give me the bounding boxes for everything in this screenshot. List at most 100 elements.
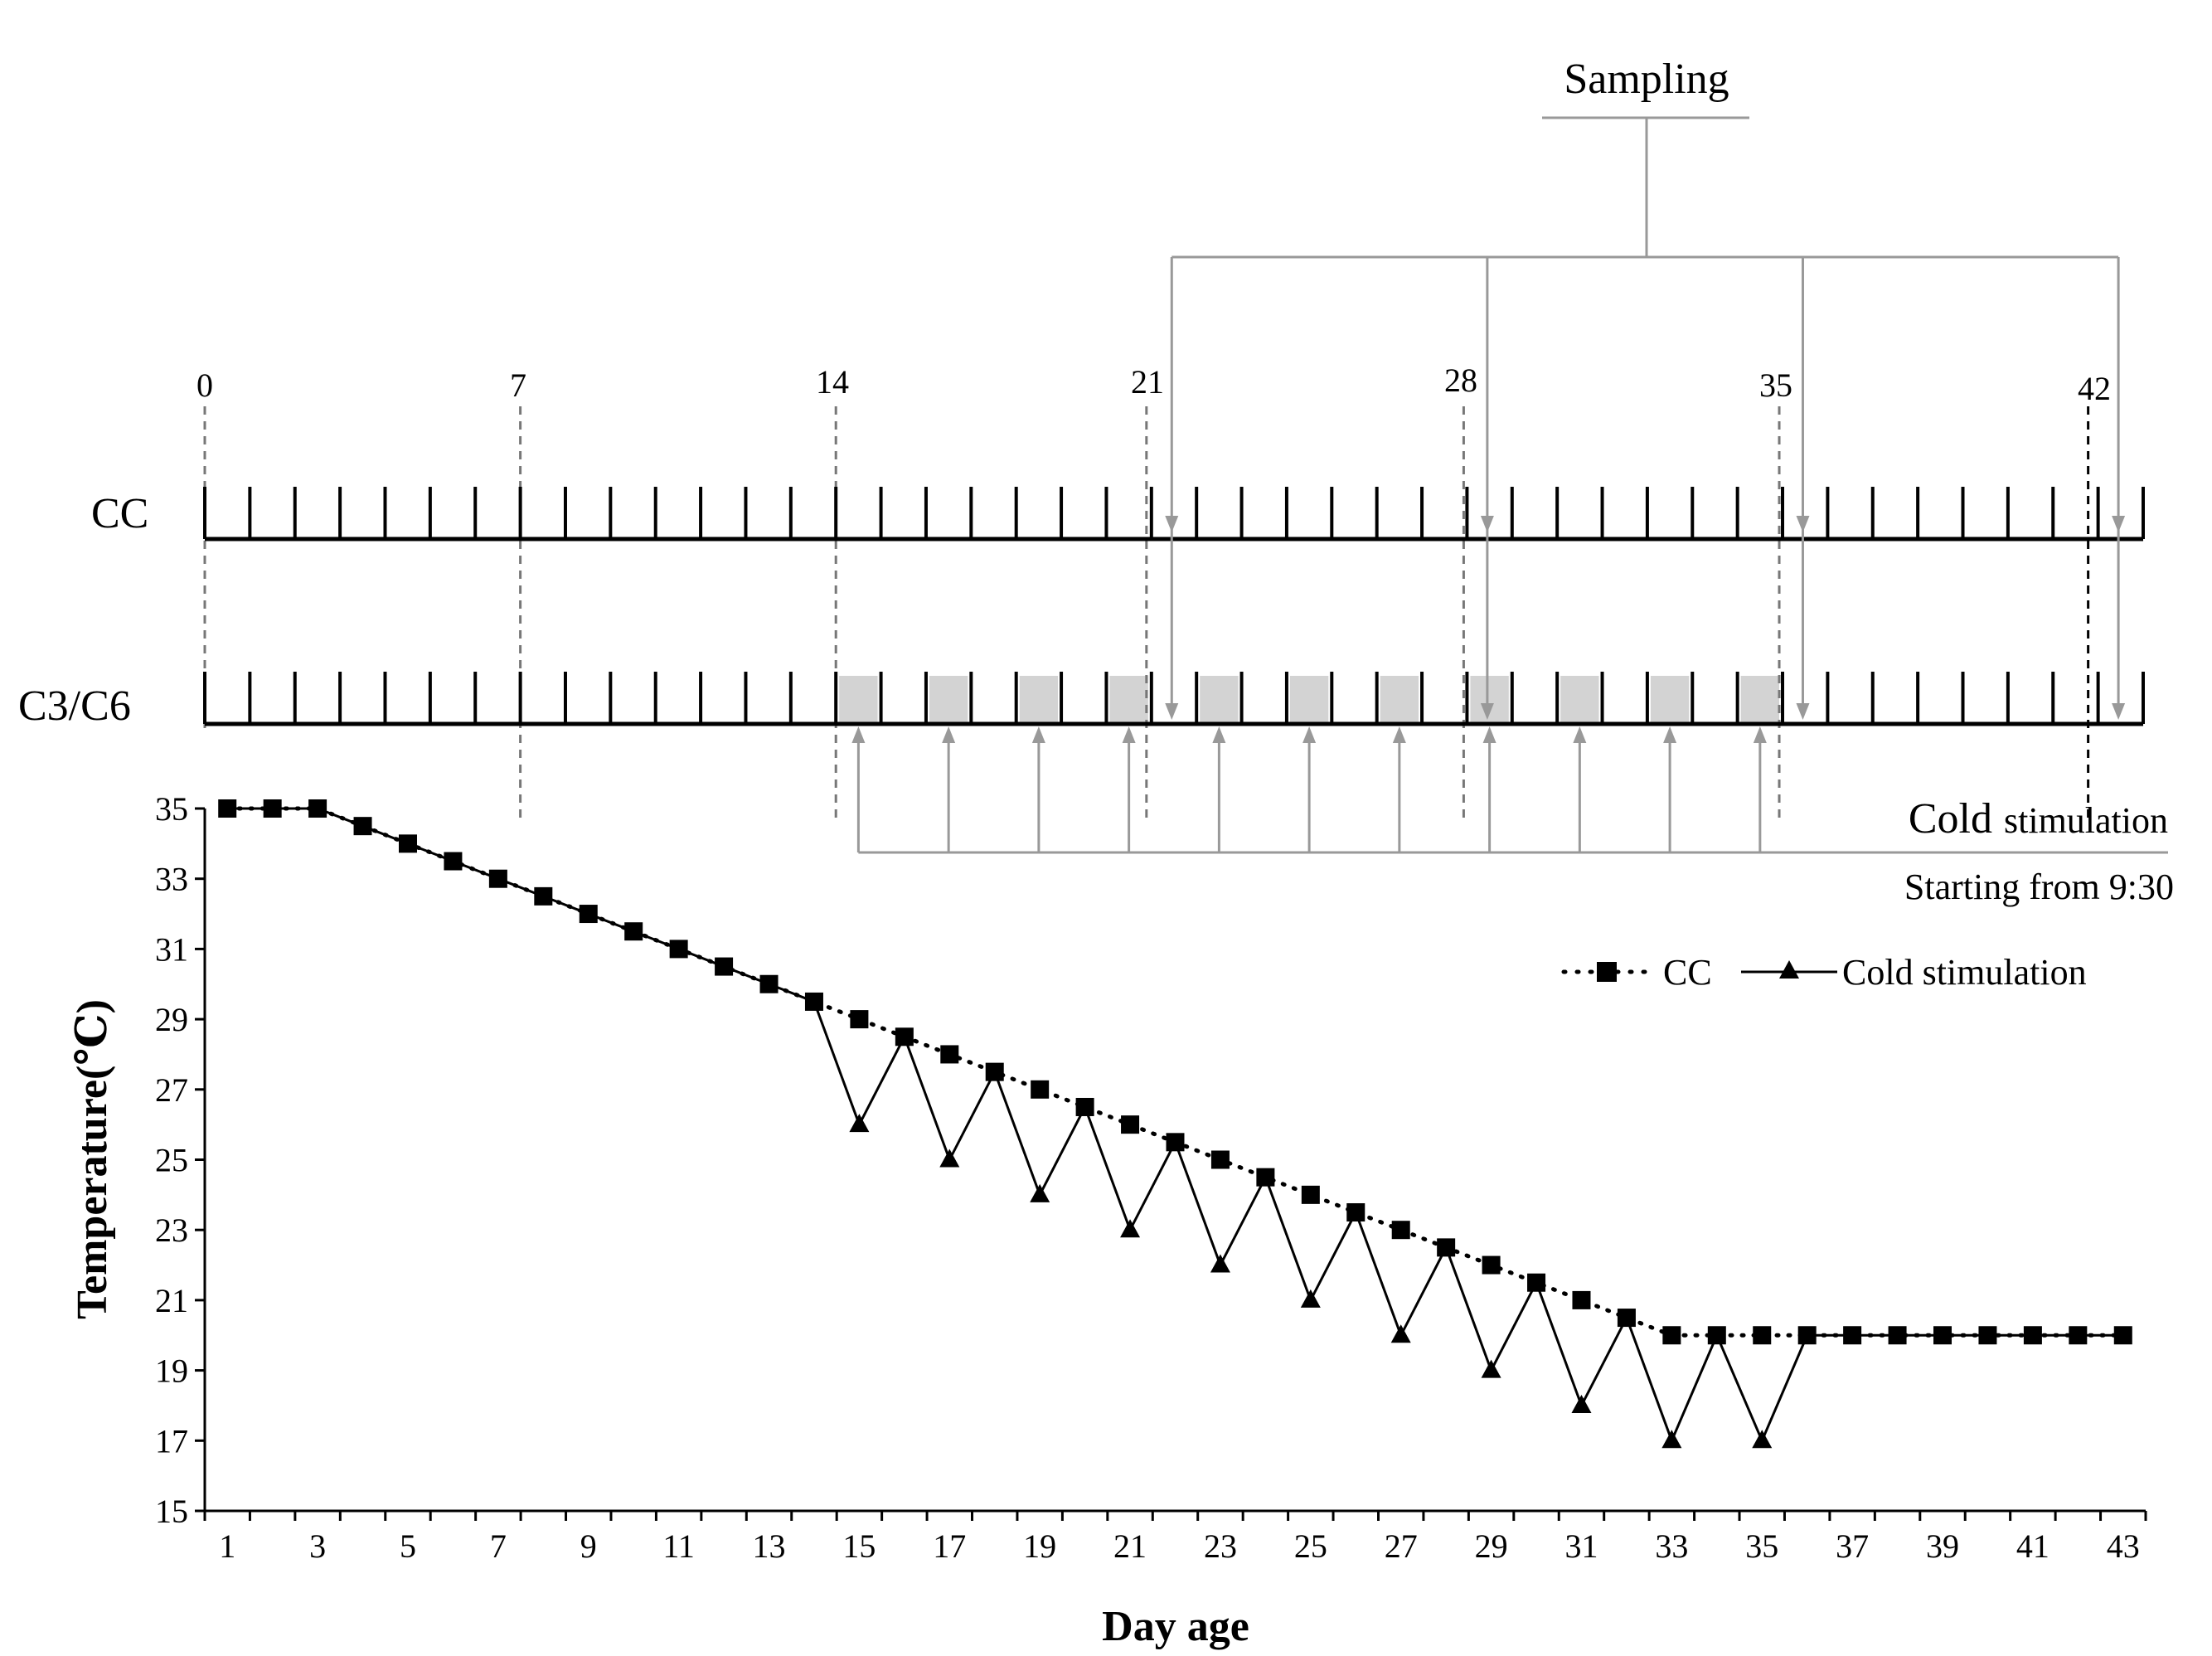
cold-stimulation-label: Cold stimulation bbox=[1909, 795, 2168, 843]
x-tick-label: 21 bbox=[1113, 1527, 1147, 1565]
data-point-cc bbox=[1753, 1326, 1772, 1345]
cold-label-rest: stimulation bbox=[2004, 800, 2168, 841]
cold-arrowhead bbox=[1302, 726, 1317, 743]
y-tick-label: 27 bbox=[155, 1071, 188, 1109]
y-tick-label: 29 bbox=[155, 1001, 188, 1038]
data-point-cc bbox=[1031, 1080, 1050, 1099]
x-tick-label: 37 bbox=[1836, 1527, 1869, 1565]
cold-arrowhead bbox=[1212, 726, 1226, 743]
data-point-cold-stimulation bbox=[1120, 1219, 1141, 1238]
data-point-cold-stimulation bbox=[1390, 1324, 1411, 1343]
series-line-cold-stimulation bbox=[227, 807, 2123, 1445]
cold-window bbox=[1560, 676, 1599, 724]
x-tick-label: 23 bbox=[1204, 1527, 1237, 1565]
x-tick-label: 5 bbox=[400, 1527, 416, 1565]
timeline-marker-labels: 0 7 14 21 28 35 42 bbox=[196, 362, 2111, 407]
x-tick-label: 31 bbox=[1564, 1527, 1598, 1565]
y-tick-label: 31 bbox=[155, 930, 188, 968]
timeline-marker-label: 14 bbox=[816, 363, 849, 401]
y-tick-label: 23 bbox=[155, 1212, 188, 1249]
timeline-marker-label: 0 bbox=[196, 367, 213, 404]
cold-arrowhead bbox=[942, 726, 956, 743]
x-tick-label: 43 bbox=[2107, 1527, 2140, 1565]
data-point-cold-stimulation bbox=[1300, 1289, 1321, 1308]
x-tick-label: 9 bbox=[580, 1527, 597, 1565]
timeline-dynamic bbox=[203, 255, 2168, 854]
y-tick-label: 17 bbox=[155, 1422, 188, 1459]
legend: CC Cold stimulation bbox=[1561, 952, 2087, 993]
cold-window bbox=[1109, 676, 1148, 724]
cold-arrowhead bbox=[1663, 726, 1677, 743]
cold-window bbox=[1650, 676, 1690, 724]
data-point-cc bbox=[1572, 1290, 1591, 1309]
cold-arrowhead bbox=[1573, 726, 1587, 743]
sampling-arrowhead-cc bbox=[1480, 516, 1494, 532]
timeline-marker-label: 21 bbox=[1131, 363, 1164, 401]
x-tick-label: 13 bbox=[753, 1527, 786, 1565]
data-point-cc bbox=[1210, 1150, 1230, 1169]
sampling-arrowhead-cold bbox=[1796, 703, 1810, 720]
legend-cold-marker bbox=[1779, 960, 1799, 979]
cold-window bbox=[1289, 676, 1329, 724]
cold-window bbox=[1380, 676, 1419, 724]
cold-window bbox=[1470, 676, 1509, 724]
data-point-cold-stimulation bbox=[1481, 1359, 1501, 1378]
data-point-cold-stimulation bbox=[1752, 1430, 1773, 1449]
x-tick-label: 17 bbox=[933, 1527, 966, 1565]
x-tick-label: 1 bbox=[219, 1527, 235, 1565]
cold-window bbox=[1200, 676, 1239, 724]
y-tick-label: 15 bbox=[155, 1493, 188, 1530]
data-point-cc bbox=[1391, 1221, 1410, 1240]
data-point-cold-stimulation bbox=[1571, 1394, 1592, 1413]
x-tick-label: 29 bbox=[1475, 1527, 1508, 1565]
y-tick-label: 33 bbox=[155, 861, 188, 898]
y-tick-label: 25 bbox=[155, 1142, 188, 1179]
data-point-cold-stimulation bbox=[1210, 1254, 1230, 1273]
data-point-cold-stimulation bbox=[1661, 1430, 1682, 1449]
x-tick-label: 7 bbox=[490, 1527, 507, 1565]
data-point-cc bbox=[1662, 1326, 1681, 1345]
timeline-marker-label: 7 bbox=[510, 367, 526, 404]
sampling-arrowhead-cc bbox=[1165, 516, 1179, 532]
timeline-marker-label: 42 bbox=[2078, 370, 2111, 407]
data-point-cc bbox=[1121, 1115, 1140, 1134]
sampling-arrowhead-cold bbox=[2112, 703, 2126, 720]
data-point-cc bbox=[850, 1010, 869, 1029]
legend-cold-label: Cold stimulation bbox=[1842, 952, 2087, 993]
x-tick-label: 33 bbox=[1655, 1527, 1688, 1565]
x-tick-label: 39 bbox=[1926, 1527, 1959, 1565]
cold-arrowhead bbox=[1122, 726, 1136, 743]
cold-label-main: Cold bbox=[1909, 795, 1992, 843]
legend-cc-label: CC bbox=[1663, 952, 1712, 993]
timeline-marker-label: 28 bbox=[1444, 362, 1477, 399]
series-cold-stimulation bbox=[227, 807, 2123, 1449]
y-tick-label: 35 bbox=[155, 790, 188, 828]
data-point-cc bbox=[940, 1045, 959, 1064]
timeline-marker-label: 35 bbox=[1759, 367, 1792, 404]
data-point-cc bbox=[1301, 1185, 1320, 1204]
sampling-arrowhead-cold bbox=[1480, 703, 1494, 720]
x-tick-label: 41 bbox=[2016, 1527, 2049, 1565]
legend-cc-marker bbox=[1597, 962, 1617, 982]
series-line-cc bbox=[225, 806, 2126, 1338]
y-tick-label: 21 bbox=[155, 1282, 188, 1319]
x-tick-label: 25 bbox=[1294, 1527, 1327, 1565]
cold-arrowhead bbox=[1753, 726, 1767, 743]
sampling-arrowhead-cc bbox=[1796, 516, 1810, 532]
cold-arrowhead bbox=[1482, 726, 1496, 743]
timeline-diagram: 0 7 14 21 28 35 42 CC C3/C6 Sampling Col… bbox=[18, 56, 2174, 907]
cold-window bbox=[929, 676, 968, 724]
data-point-cold-stimulation bbox=[1030, 1183, 1050, 1202]
cold-arrowhead bbox=[1031, 726, 1045, 743]
x-tick-label: 3 bbox=[309, 1527, 326, 1565]
y-tick-label: 19 bbox=[155, 1352, 188, 1390]
sampling-arrowhead-cc bbox=[2112, 516, 2126, 532]
x-axis-title: Day age bbox=[1102, 1603, 1249, 1650]
cold-window bbox=[1019, 676, 1059, 724]
cold-window bbox=[839, 676, 878, 724]
x-tick-label: 15 bbox=[842, 1527, 876, 1565]
x-tick-label: 27 bbox=[1385, 1527, 1418, 1565]
